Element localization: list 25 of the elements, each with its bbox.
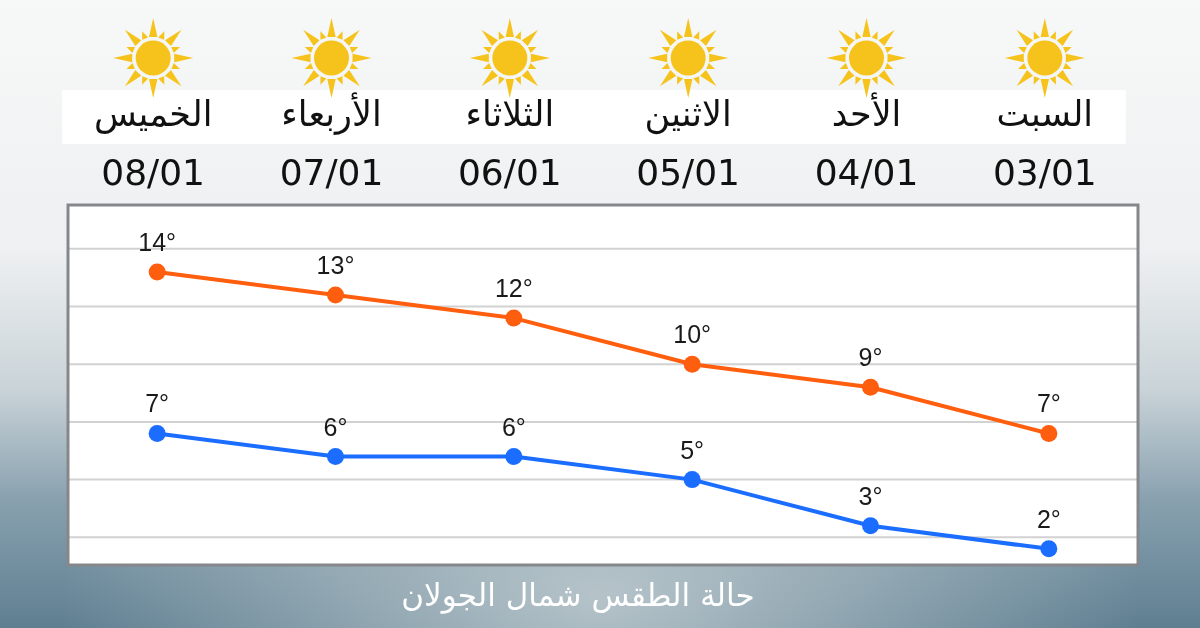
data-label: 6° [323, 412, 348, 441]
data-label: 14° [138, 227, 177, 256]
data-label: 13° [316, 251, 355, 279]
x-tick-label: الخميس [93, 94, 213, 134]
x-tick-label: الثلاثاء [465, 94, 555, 134]
data-label: 10° [673, 320, 712, 349]
data-label: 6° [501, 412, 526, 441]
x-tick-label: الأحد [831, 94, 902, 134]
data-label: 3° [858, 481, 883, 510]
x-tick-label: الاثنين [644, 94, 732, 134]
x-tick-label: 03/01 [992, 152, 1097, 193]
data-label: 7° [1036, 389, 1061, 418]
x-tick-label: 04/01 [814, 152, 919, 193]
x-tick-label: السبت [996, 94, 1094, 134]
data-label: 2° [1036, 504, 1061, 533]
x-tick-label: 07/01 [279, 152, 384, 193]
data-label: 5° [680, 435, 705, 464]
data-label: 7° [145, 389, 170, 418]
x-tick-label: 05/01 [636, 152, 741, 193]
x-tick-label: 06/01 [457, 152, 562, 193]
x-tick-label: 08/01 [101, 152, 206, 193]
data-label: 12° [494, 274, 533, 303]
title: حالة الطقس شمال الجولان [401, 577, 755, 613]
data-label: 9° [858, 343, 883, 372]
x-tick-label: الأربعاء [281, 94, 382, 134]
